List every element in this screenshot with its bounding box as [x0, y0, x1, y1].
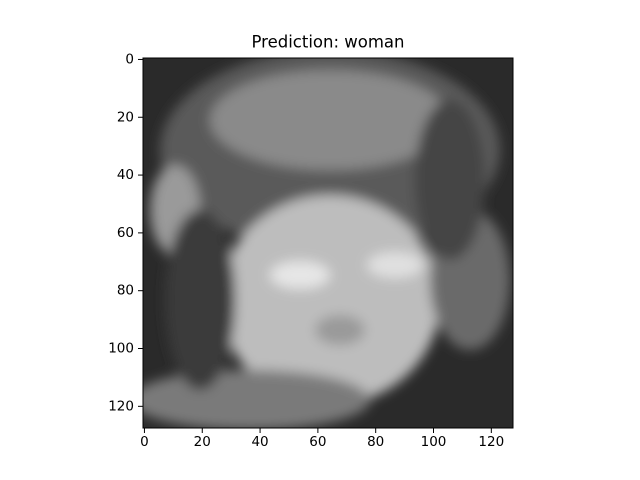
y-tick-label: 100	[108, 341, 134, 357]
axes-frame	[142, 57, 514, 429]
x-tick-label: 60	[309, 434, 326, 450]
x-tick-label: 80	[367, 434, 384, 450]
y-tick-label: 40	[117, 167, 134, 183]
x-tick-label: 40	[251, 434, 268, 450]
y-tick-label: 0	[125, 51, 134, 67]
y-tick-label: 20	[117, 109, 134, 125]
y-tick-label: 80	[117, 283, 134, 299]
x-tick-label: 20	[194, 434, 211, 450]
x-tick-label: 100	[421, 434, 447, 450]
y-tick-label: 60	[117, 225, 134, 241]
y-tick-label: 120	[108, 398, 134, 414]
x-tick-label: 0	[140, 434, 149, 450]
x-tick-label: 120	[478, 434, 504, 450]
image	[143, 58, 513, 428]
chart-title: Prediction: woman	[251, 33, 404, 52]
